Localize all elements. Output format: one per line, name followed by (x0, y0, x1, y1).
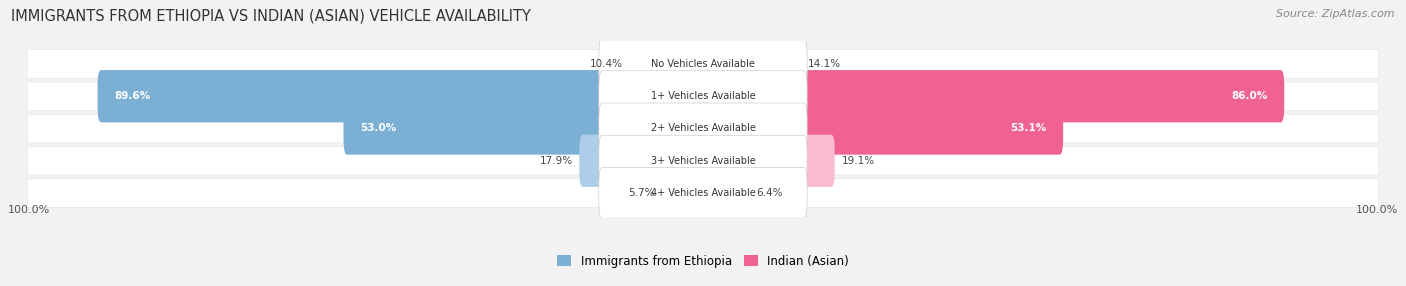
FancyBboxPatch shape (700, 135, 835, 187)
FancyBboxPatch shape (661, 167, 706, 219)
Text: 2+ Vehicles Available: 2+ Vehicles Available (651, 124, 755, 134)
FancyBboxPatch shape (599, 103, 807, 154)
Text: 5.7%: 5.7% (628, 188, 655, 198)
Text: 10.4%: 10.4% (591, 59, 623, 69)
FancyBboxPatch shape (630, 38, 706, 90)
Text: 86.0%: 86.0% (1232, 91, 1267, 101)
Legend: Immigrants from Ethiopia, Indian (Asian): Immigrants from Ethiopia, Indian (Asian) (557, 255, 849, 268)
FancyBboxPatch shape (97, 70, 706, 122)
Text: Source: ZipAtlas.com: Source: ZipAtlas.com (1277, 9, 1395, 19)
FancyBboxPatch shape (599, 135, 807, 186)
Text: 53.0%: 53.0% (360, 124, 396, 134)
Text: 100.0%: 100.0% (1357, 205, 1399, 215)
Text: 6.4%: 6.4% (756, 188, 783, 198)
Text: 1+ Vehicles Available: 1+ Vehicles Available (651, 91, 755, 101)
FancyBboxPatch shape (27, 179, 1379, 207)
Text: 3+ Vehicles Available: 3+ Vehicles Available (651, 156, 755, 166)
FancyBboxPatch shape (599, 71, 807, 122)
FancyBboxPatch shape (579, 135, 706, 187)
Text: 19.1%: 19.1% (841, 156, 875, 166)
FancyBboxPatch shape (700, 102, 1063, 155)
Text: 4+ Vehicles Available: 4+ Vehicles Available (651, 188, 755, 198)
FancyBboxPatch shape (700, 167, 749, 219)
FancyBboxPatch shape (27, 50, 1379, 78)
Text: IMMIGRANTS FROM ETHIOPIA VS INDIAN (ASIAN) VEHICLE AVAILABILITY: IMMIGRANTS FROM ETHIOPIA VS INDIAN (ASIA… (11, 9, 531, 23)
FancyBboxPatch shape (599, 168, 807, 219)
FancyBboxPatch shape (700, 38, 801, 90)
Text: No Vehicles Available: No Vehicles Available (651, 59, 755, 69)
Text: 53.1%: 53.1% (1010, 124, 1046, 134)
Text: 17.9%: 17.9% (540, 156, 572, 166)
Text: 14.1%: 14.1% (808, 59, 841, 69)
FancyBboxPatch shape (27, 82, 1379, 110)
FancyBboxPatch shape (27, 147, 1379, 175)
FancyBboxPatch shape (700, 70, 1284, 122)
FancyBboxPatch shape (343, 102, 706, 155)
FancyBboxPatch shape (599, 38, 807, 90)
Text: 89.6%: 89.6% (114, 91, 150, 101)
Text: 100.0%: 100.0% (7, 205, 49, 215)
FancyBboxPatch shape (27, 114, 1379, 143)
